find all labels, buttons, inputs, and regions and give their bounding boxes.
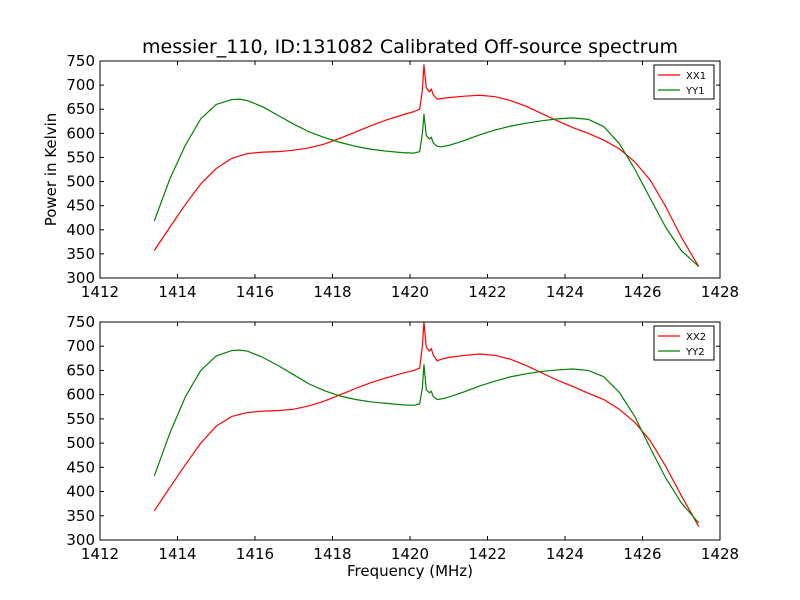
y-tick-label: 350 <box>66 245 95 263</box>
plot-frame <box>99 60 721 279</box>
y-tick-label: 750 <box>66 313 95 331</box>
x-tick-label: 1416 <box>236 545 274 563</box>
series-line-yy1 <box>153 98 700 267</box>
x-tick-label: 1412 <box>81 545 119 563</box>
y-tick-label: 300 <box>66 269 95 287</box>
x-tick-label: 1412 <box>81 283 119 301</box>
legend-label-xx2: XX2 <box>686 332 706 343</box>
y-tick-label: 750 <box>66 52 95 70</box>
x-tick-label: 1422 <box>468 545 506 563</box>
y-tick-label: 550 <box>66 410 95 428</box>
y-tick-label: 450 <box>66 458 95 476</box>
y-tick-label: 650 <box>66 361 95 379</box>
legend-box <box>653 64 715 100</box>
y-tick-label: 700 <box>66 76 95 94</box>
x-tick-label: 1416 <box>236 283 274 301</box>
y-axis-label: Power in Kelvin <box>42 113 60 227</box>
plot-frame <box>99 321 721 541</box>
x-tick-label: 1418 <box>313 545 351 563</box>
chart-title: messier_110, ID:131082 Calibrated Off-so… <box>142 36 678 58</box>
series-line-yy2 <box>153 349 700 524</box>
x-tick-label: 1414 <box>158 545 196 563</box>
series-line-xx1 <box>153 64 700 267</box>
x-axis-label: Frequency (MHz) <box>347 562 473 580</box>
x-tick-label: 1414 <box>158 283 196 301</box>
y-tick-label: 600 <box>66 124 95 142</box>
series-line-xx2 <box>153 321 700 527</box>
legend-label-yy1: YY1 <box>685 86 705 97</box>
y-tick-label: 600 <box>66 386 95 404</box>
legend-box <box>653 325 715 361</box>
legend-label-xx1: XX1 <box>686 71 706 82</box>
x-tick-label: 1424 <box>546 283 584 301</box>
bottom-spectrum-panel: 1412 1414 1416 1418 1420 1422 1424 1426 1428 300 3… <box>66 313 739 580</box>
y-tick-label: 400 <box>66 483 95 501</box>
y-tick-label: 650 <box>66 100 95 118</box>
y-tick-label: 350 <box>66 507 95 525</box>
y-tick-label: 500 <box>66 173 95 191</box>
x-tick-label: 1422 <box>468 283 506 301</box>
y-tick-label: 450 <box>66 197 95 215</box>
legend-label-yy2: YY2 <box>685 347 705 358</box>
x-tick-label: 1420 <box>391 283 429 301</box>
x-tick-label: 1428 <box>701 545 739 563</box>
y-tick-label: 300 <box>66 531 95 549</box>
x-tick-label: 1426 <box>623 545 661 563</box>
y-tick-label: 700 <box>66 337 95 355</box>
y-tick-label: 400 <box>66 221 95 239</box>
x-tick-label: 1418 <box>313 283 351 301</box>
y-tick-label: 550 <box>66 148 95 166</box>
x-tick-label: 1426 <box>623 283 661 301</box>
top-spectrum-panel: 1412 1414 1416 1418 1420 1422 1424 1426 1428 300 3… <box>42 52 739 301</box>
y-tick-label: 500 <box>66 434 95 452</box>
x-tick-label: 1420 <box>391 545 429 563</box>
x-tick-label: 1428 <box>701 283 739 301</box>
x-tick-label: 1424 <box>546 545 584 563</box>
